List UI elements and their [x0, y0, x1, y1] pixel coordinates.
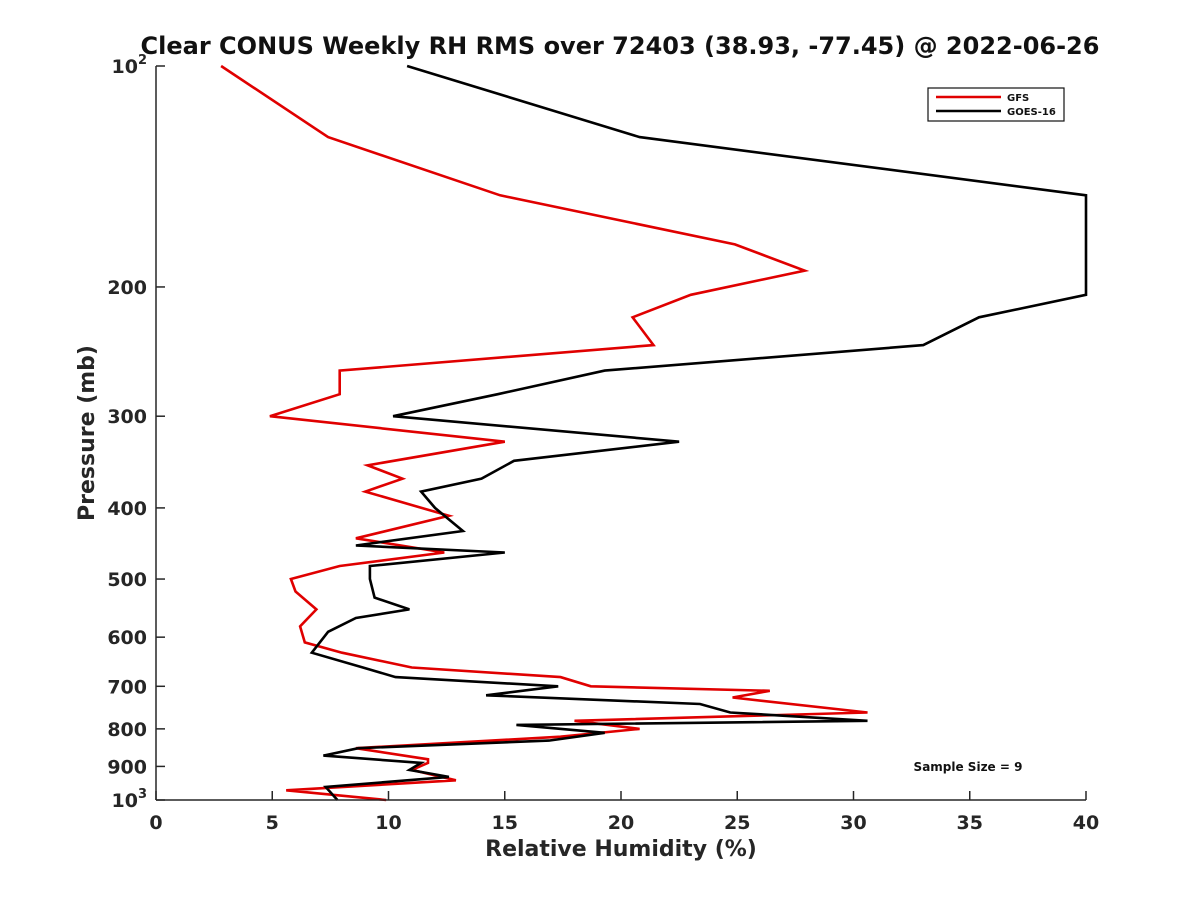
x-axis-label: Relative Humidity (%) [485, 837, 757, 862]
y-tick-label: 700 [107, 676, 147, 698]
legend-label-gfs: GFS [1007, 93, 1029, 104]
y-tick-label: 800 [107, 719, 147, 741]
y-axis-label: Pressure (mb) [75, 345, 100, 521]
x-tick-label: 30 [840, 812, 866, 834]
x-ticks: 0 5 10 15 20 25 30 35 40 [149, 791, 1099, 834]
y-tick-label: 500 [107, 569, 147, 591]
y-ticks: 102 200 300 400 500 600 700 800 900 103 [107, 53, 165, 812]
x-tick-label: 25 [724, 812, 750, 834]
x-tick-label: 15 [492, 812, 518, 834]
x-tick-label: 40 [1073, 812, 1099, 834]
x-tick-label: 20 [608, 812, 634, 834]
x-tick-label: 35 [957, 812, 983, 834]
y-tick-label: 900 [107, 756, 147, 778]
series-layer [220, 64, 1088, 802]
y-tick-label: 102 [112, 53, 148, 78]
legend: GFS GOES-16 [927, 87, 1065, 122]
x-tick-label: 5 [266, 812, 279, 834]
series-line-goes16 [309, 64, 1088, 801]
chart-title: Clear CONUS Weekly RH RMS over 72403 (38… [141, 32, 1100, 60]
x-tick-label: 10 [375, 812, 401, 834]
legend-box [927, 87, 1065, 122]
sample-size-annotation: Sample Size = 9 [914, 760, 1023, 774]
legend-label-goes16: GOES-16 [1007, 107, 1056, 118]
y-tick-label: 600 [107, 627, 147, 649]
y-tick-label: 300 [107, 406, 147, 428]
y-tick-label: 200 [107, 277, 147, 299]
series-line-gfs [220, 64, 868, 802]
y-tick-label: 103 [112, 787, 148, 812]
y-tick-label: 400 [107, 498, 147, 520]
x-tick-label: 0 [149, 812, 162, 834]
